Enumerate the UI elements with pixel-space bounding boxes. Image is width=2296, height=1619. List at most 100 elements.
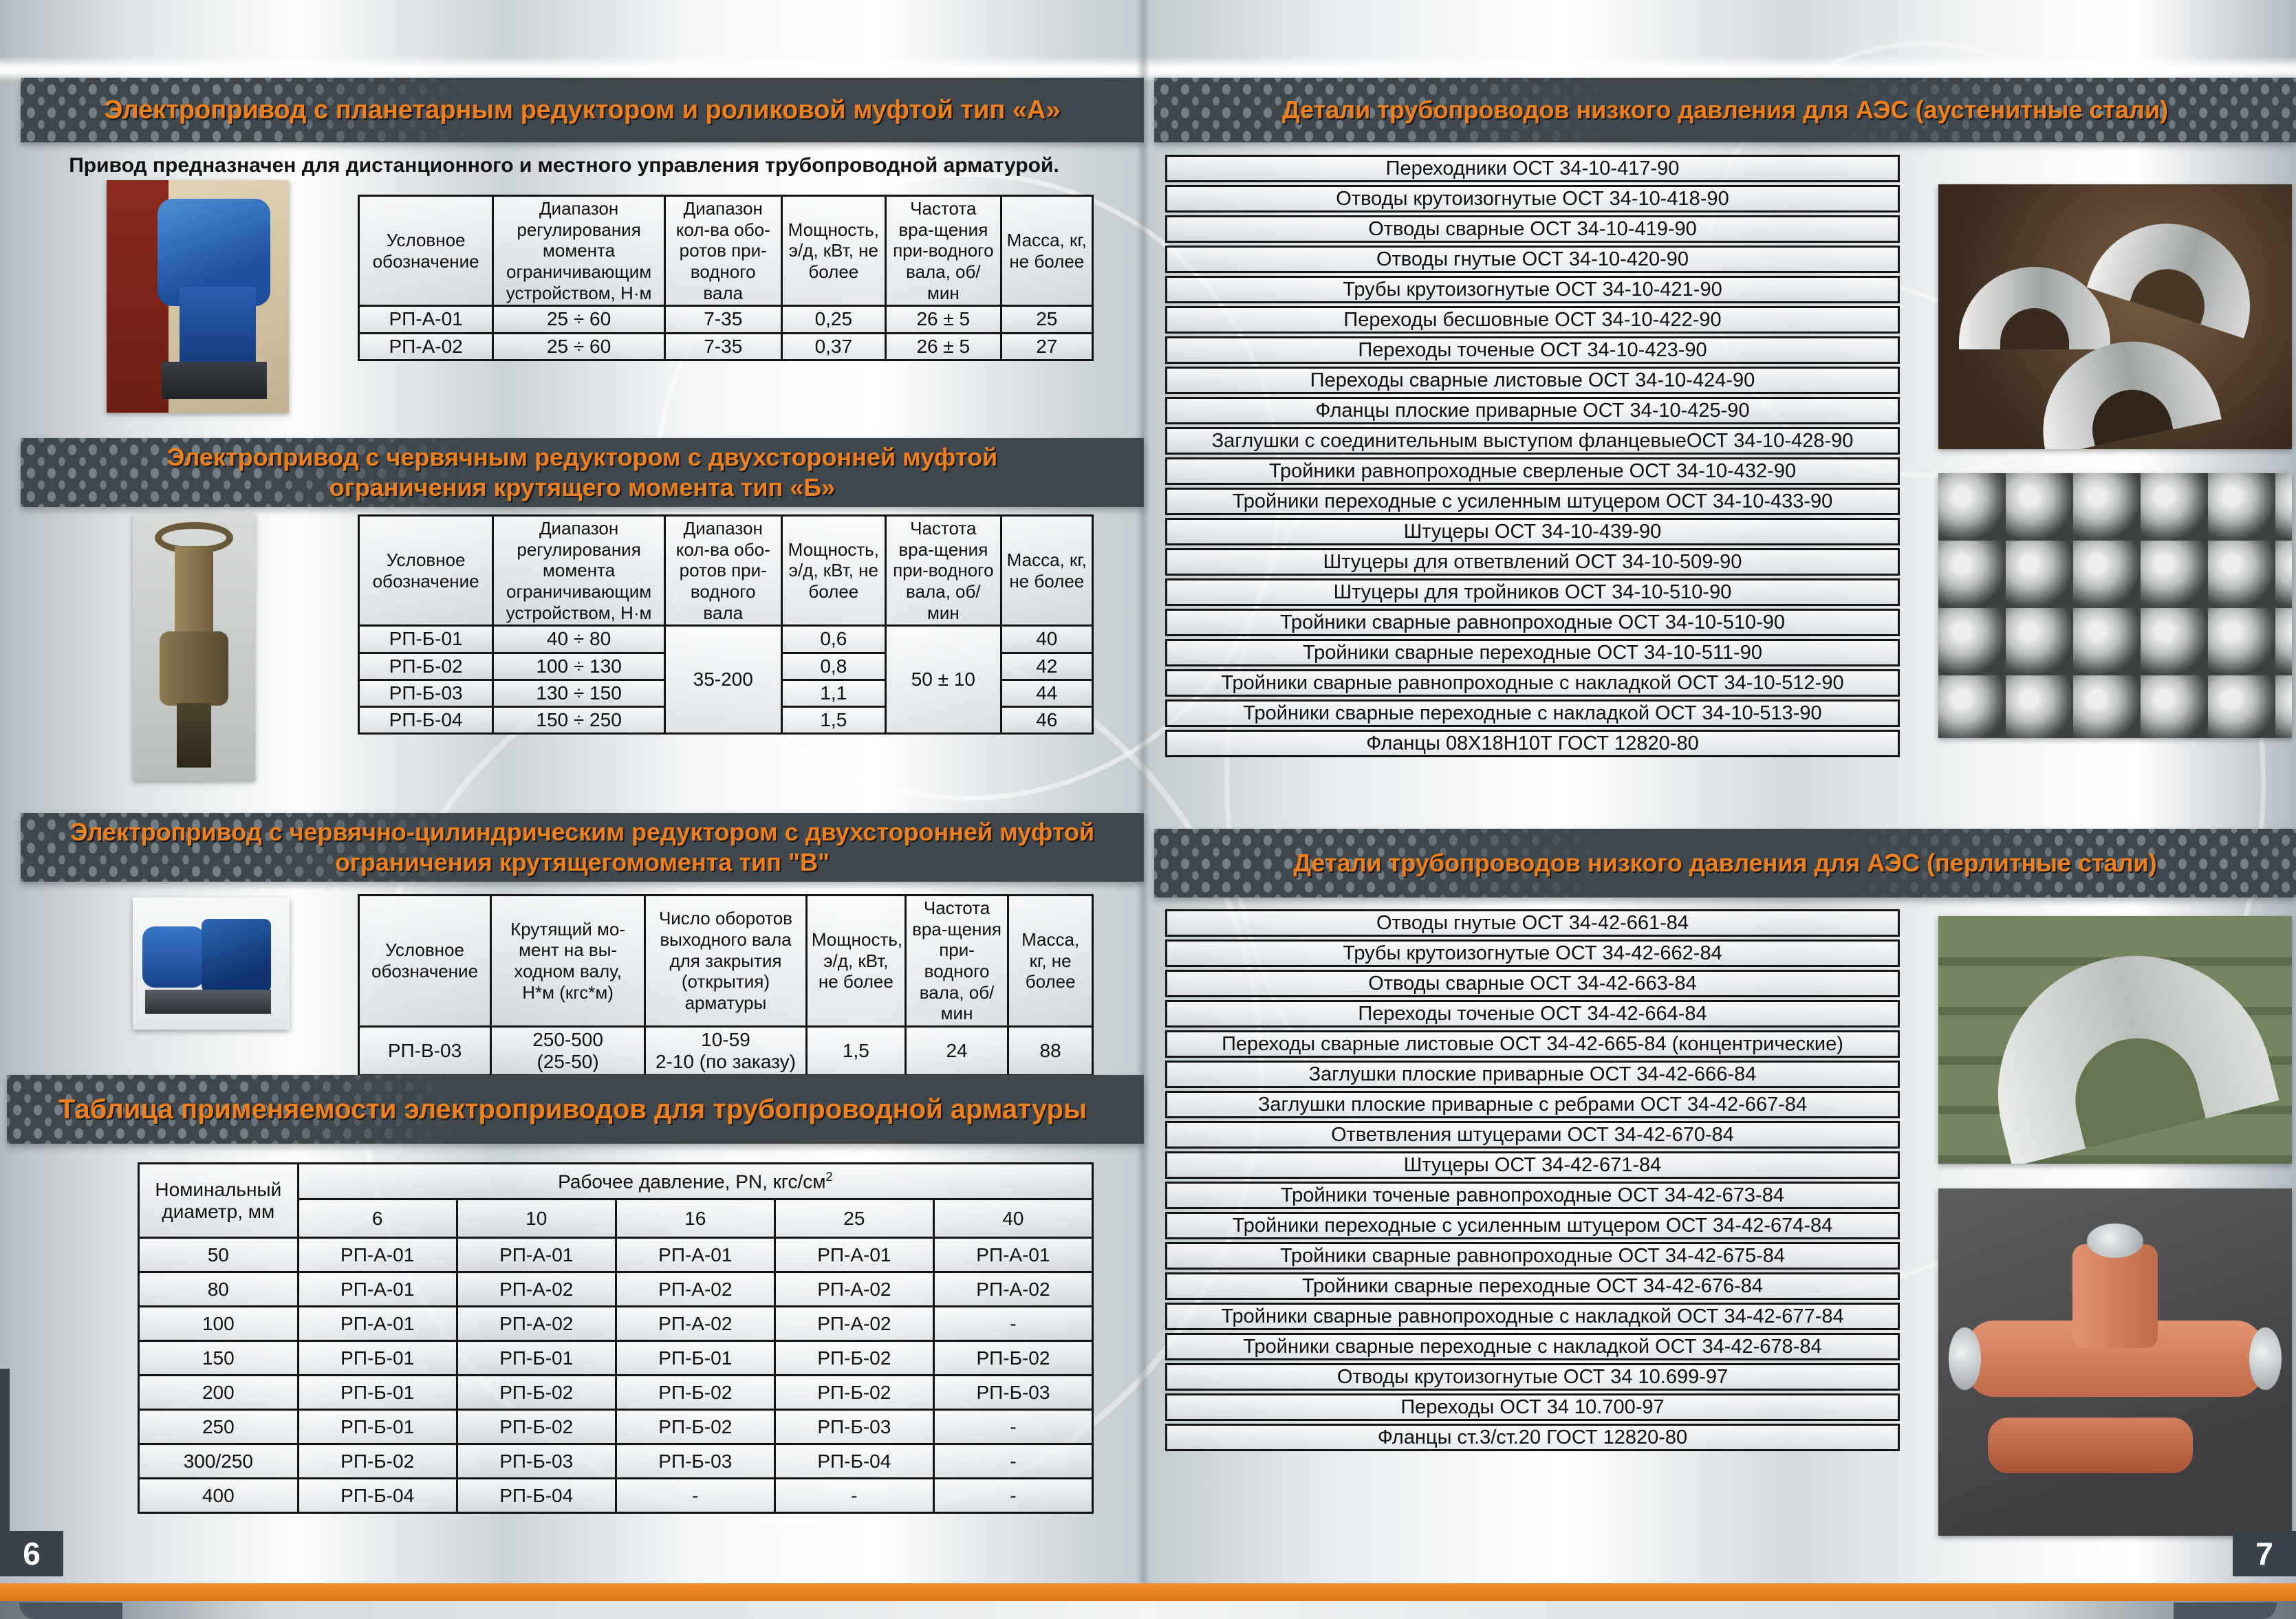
halftone-pattern xyxy=(1154,78,1608,142)
applicability-row: 50 РП-А-01 РП-А-01 РП-А-01 РП-А-01 РП-А-01 xyxy=(138,1237,1094,1273)
table-cell: РП-Б-03 xyxy=(932,1374,1094,1411)
column-header: Число оборотов выходного вала для закрыт… xyxy=(644,893,808,1028)
section-banner-type-v: Электропривод с червячно-цилиндрическим … xyxy=(21,813,1144,882)
table-cell: РП-Б-02 xyxy=(296,1443,458,1479)
spec-row: РП-Б-03 130 ÷ 150 1,1 44 xyxy=(357,678,1094,708)
footer-strip xyxy=(0,1601,2296,1619)
table-cell: РП-Б-02 xyxy=(773,1340,935,1376)
photo-shape xyxy=(2130,259,2215,325)
page-number-left: 6 xyxy=(0,1531,63,1576)
left-edge-accent xyxy=(0,1369,10,1531)
table-cell: - xyxy=(932,1305,1094,1342)
ost-list-item: Тройники сварные равнопроходные с наклад… xyxy=(1165,1303,1900,1330)
photo-steel-elbows xyxy=(1938,184,2292,449)
table-cell: РП-А-02 xyxy=(357,332,495,361)
applicability-row: 150 РП-Б-01 РП-Б-01 РП-Б-01 РП-Б-02 РП-Б-02 xyxy=(138,1340,1094,1376)
photo-shape xyxy=(177,703,211,768)
ost-list-item: Отводы гнутые ОСТ 34-10-420-90 xyxy=(1165,246,1900,273)
halftone-pattern xyxy=(21,813,475,882)
table-cell: 24 xyxy=(904,1025,1010,1077)
photo-shape xyxy=(202,918,271,993)
table-cell: РП-Б-03 xyxy=(357,678,495,708)
photo-shape xyxy=(1949,1327,1981,1390)
table-cell: 100 ÷ 130 xyxy=(492,651,666,681)
ost-list-item: Тройники сварные равнопроходные ОСТ 34-4… xyxy=(1165,1242,1900,1270)
ost-list-item: Тройники сварные равнопроходные с наклад… xyxy=(1165,669,1900,697)
column-header: Номинальный диаметр, мм xyxy=(138,1162,299,1239)
table-cell: РП-А-02 xyxy=(773,1271,935,1307)
spec-row: РП-Б-01 40 ÷ 80 35-200 0,6 50 ± 10 40 xyxy=(357,624,1094,735)
section-banner-type-b: Электропривод с червячным редуктором с д… xyxy=(21,438,1144,507)
ost-list-item: Тройники сварные переходные ОСТ 34-10-51… xyxy=(1165,639,1900,666)
table-cell: 25 xyxy=(999,305,1094,334)
table-cell: РП-Б-01 xyxy=(357,624,495,654)
table-cell: 250-500 (25-50) xyxy=(490,1025,647,1077)
photo-shape xyxy=(1959,267,2110,349)
header-row: Условное обозначение Крутящий мо-мент на … xyxy=(357,893,1094,1028)
column-header: 16 xyxy=(614,1198,776,1239)
ost-list-item: Отводы гнутые ОСТ 34-42-661-84 xyxy=(1165,909,1900,937)
table-cell: 42 xyxy=(999,651,1094,681)
applicability-row: 80 РП-А-01 РП-А-02 РП-А-02 РП-А-02 РП-А-02 xyxy=(138,1271,1094,1307)
table-type-a-specs: Условное обозначение Диапазон регулирован… xyxy=(357,194,1094,361)
ost-list-item: Отводы сварные ОСТ 34-10-419-90 xyxy=(1165,215,1900,243)
ost-list-item: Переходы ОСТ 34 10.700-97 xyxy=(1165,1393,1900,1421)
table-cell: 25 ÷ 60 xyxy=(492,332,666,361)
table-cell: 130 ÷ 150 xyxy=(492,678,666,708)
table-cell: 0,6 xyxy=(780,624,887,654)
ost-list-item: Штуцеры для тройников ОСТ 34-10-510-90 xyxy=(1165,578,1900,606)
table-cell: РП-Б-03 xyxy=(455,1443,617,1479)
table-cell: 150 ÷ 250 xyxy=(492,705,666,735)
table-cell: 46 xyxy=(999,705,1094,735)
intro-text: Привод предназначен для дистанционного и… xyxy=(69,154,1059,177)
applicability-row: 200 РП-Б-01 РП-Б-02 РП-Б-02 РП-Б-02 РП-Б-03 xyxy=(138,1374,1094,1411)
ost-list-item: Тройники переходные с усиленным штуцером… xyxy=(1165,1212,1900,1239)
section-banner-applicability: Таблица применяемости электроприводов дл… xyxy=(7,1075,1144,1144)
table-cell: 0,8 xyxy=(780,651,887,681)
photo-shape xyxy=(160,631,228,706)
halftone-pattern xyxy=(1842,78,2296,142)
column-header: Диапазон регулирования момента ограничив… xyxy=(492,194,666,307)
photo-shape xyxy=(2072,1243,2158,1349)
column-header: Частота вра-щения при-водного вала, об/м… xyxy=(904,893,1010,1028)
ost-list-item: Тройники сварные переходные ОСТ 34-42-67… xyxy=(1165,1272,1900,1300)
column-header: 200 xyxy=(138,1374,299,1411)
table-cell: РП-Б-02 xyxy=(357,651,495,681)
table-cell: РП-Б-02 xyxy=(455,1409,617,1445)
photo-large-elbow xyxy=(1938,916,2292,1164)
section-banner-type-a: Электропривод с планетарным редуктором и… xyxy=(21,78,1144,142)
applicability-row: 100 РП-А-01 РП-А-02 РП-А-02 РП-А-02- xyxy=(138,1305,1094,1342)
column-header: Масса, кг, не более xyxy=(999,514,1094,627)
ost-list-item: Ответвления штуцерами ОСТ 34-42-670-84 xyxy=(1165,1121,1900,1149)
footer-orange-bar xyxy=(0,1583,2296,1601)
photo-orange-tees xyxy=(1938,1188,2292,1536)
table-cell: 0,37 xyxy=(780,332,887,361)
table-cell: 10-59 2-10 (по заказу) xyxy=(644,1025,808,1077)
table-cell: РП-А-02 xyxy=(614,1305,776,1342)
ost-list-item: Переходы бесшовные ОСТ 34-10-422-90 xyxy=(1165,306,1900,334)
footer-corner-left xyxy=(19,1602,122,1619)
column-header: Масса, кг, не более xyxy=(999,194,1094,307)
table-cell: 1,1 xyxy=(780,678,887,708)
table-cell: РП-Б-01 xyxy=(296,1374,458,1411)
page-number-right: 7 xyxy=(2233,1531,2296,1576)
photo-actuator-type-v xyxy=(133,898,290,1030)
ost-list-item: Штуцеры для ответвлений ОСТ 34-10-509-90 xyxy=(1165,548,1900,576)
applicability-row: 400 РП-Б-04 РП-Б-04- - - xyxy=(138,1477,1094,1514)
section-banner-austenitic: Детали трубопроводов низкого давления дл… xyxy=(1154,78,2296,142)
section-title: Электропривод с червячно-цилиндрическим … xyxy=(69,818,1095,876)
column-header: Рабочее давление, PN, кгс/см2 xyxy=(296,1162,1094,1200)
table-cell: 26 ± 5 xyxy=(885,332,1002,361)
halftone-pattern xyxy=(7,1075,461,1144)
section-title: Электропривод с планетарным редуктором и… xyxy=(104,95,1061,124)
photo-actuator-type-b xyxy=(133,514,255,781)
table-cell: РП-Б-01 xyxy=(455,1340,617,1376)
table-applicability: Номинальный диаметр, мм Рабочее давление,… xyxy=(138,1162,1094,1514)
ost-list-item: Штуцеры ОСТ 34-10-439-90 xyxy=(1165,518,1900,545)
photo-shape xyxy=(2062,1025,2206,1149)
table-cell: РП-А-01 xyxy=(296,1305,458,1342)
column-header: Условное обозначение xyxy=(357,194,495,307)
photo-shape xyxy=(174,545,214,637)
table-cell: 7-35 xyxy=(663,305,783,334)
